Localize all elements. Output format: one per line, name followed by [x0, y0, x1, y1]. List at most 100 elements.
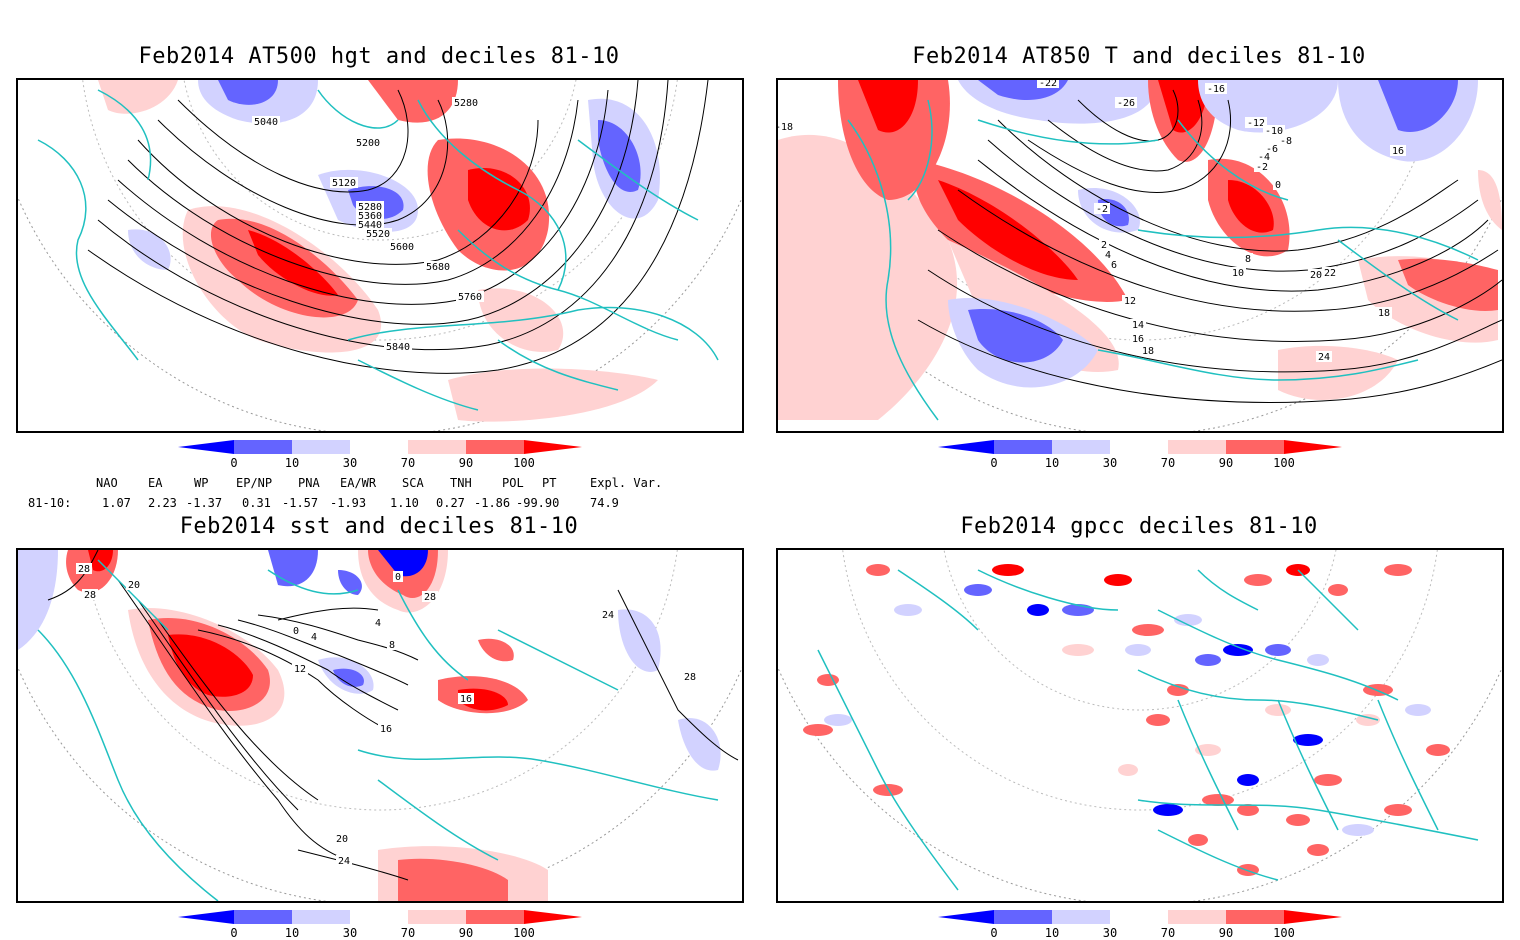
colorbar-tick-label: 30 — [343, 456, 357, 468]
contour-label-bg — [422, 591, 438, 602]
colorbar-tick-label: 0 — [230, 926, 237, 938]
contour-label-bg — [1230, 267, 1246, 278]
panel-title-gpcc: Feb2014 gpcc deciles 81-10 — [960, 514, 1318, 539]
contour-label: 8 — [389, 640, 395, 651]
contour-label: 12 — [294, 664, 306, 675]
index-value-epnp: 0.31 — [242, 496, 271, 510]
contour-label: -12 — [1247, 118, 1265, 129]
contour-label: 0 — [293, 626, 299, 637]
contour-label: -2 — [1256, 162, 1268, 173]
colorbar-tick-label: 30 — [1103, 456, 1117, 468]
contour-label-bg — [356, 210, 384, 221]
contour-label-bg — [82, 589, 98, 600]
precip-anomaly-patch — [1265, 644, 1291, 656]
contour-label-bg — [291, 625, 301, 636]
contour-label-bg — [334, 833, 350, 844]
contour-label: 4 — [311, 632, 317, 643]
precip-anomaly-patch — [1307, 844, 1329, 856]
colorbar-swatch — [292, 440, 350, 454]
contour-label: 12 — [1124, 296, 1136, 307]
contour-label: 5680 — [426, 262, 450, 273]
contour-label-bg — [1376, 307, 1392, 318]
colorbar-swatch — [938, 440, 994, 454]
colorbar-swatch — [524, 440, 582, 454]
contour-label-bg — [1103, 249, 1113, 260]
colorbar-swatch — [994, 910, 1052, 924]
contour-label-bg — [356, 201, 384, 212]
index-value-eawr: -1.93 — [330, 496, 367, 510]
index-header-nao: NAO — [96, 476, 118, 490]
precip-anomaly-patch — [1356, 714, 1380, 726]
contour-label: 16 — [1132, 334, 1144, 345]
precip-anomaly-patch — [1307, 654, 1329, 666]
precip-anomaly-patch — [1286, 814, 1310, 826]
contour-label-bg — [1037, 80, 1059, 88]
colorbar-swatch — [524, 910, 582, 924]
precip-anomaly-patch — [1405, 704, 1431, 716]
map-t850: -22-26-16-18-12-10-8-6-4-202468101214161… — [778, 80, 1502, 431]
contour-label-bg — [364, 228, 392, 239]
precip-anomaly-patch — [894, 604, 922, 616]
colorbar-tick-label: 0 — [990, 926, 997, 938]
colorbar-swatches: 0 10 30 70 90 100 — [938, 440, 1342, 468]
contour-label-bg — [424, 261, 452, 272]
colorbar-swatches: 0 10 30 70 90 100 — [178, 440, 582, 468]
index-header-sca: SCA — [402, 476, 424, 490]
precip-anomaly-patch — [1027, 604, 1049, 616]
contour-label: 5360 — [358, 211, 382, 222]
contour-label-bg — [384, 341, 412, 352]
contour-label-bg — [393, 571, 403, 582]
index-header-epnp: EP/NP — [236, 476, 273, 490]
index-value-pna: -1.57 — [282, 496, 319, 510]
map-hgt500: 5040512052005280528053605440552056005680… — [18, 80, 742, 431]
index-header-eawr: EA/WR — [340, 476, 377, 490]
precip-anomaly-patch — [1167, 684, 1189, 696]
colorbar-swatch — [1168, 440, 1226, 454]
contour-label-bg — [1278, 135, 1294, 146]
colorbar-tick-label: 10 — [1045, 926, 1059, 938]
contour-label: -22 — [1039, 80, 1057, 89]
contour-label-bg — [1122, 295, 1138, 306]
precip-anomaly-patch — [817, 674, 839, 686]
contour-label: 10 — [1232, 268, 1244, 279]
colorbar-tick-label: 10 — [285, 456, 299, 468]
colorbar-swatch — [1226, 910, 1284, 924]
contour-label: -18 — [778, 122, 793, 133]
colorbar-swatch — [1110, 910, 1168, 924]
contour-label: 5520 — [366, 229, 390, 240]
precip-anomaly-patch — [1293, 734, 1323, 746]
precip-anomaly-patch — [1174, 614, 1202, 626]
contour-label-bg — [388, 241, 416, 252]
colorbar-tick-label: 70 — [401, 926, 415, 938]
index-header-wp: WP — [194, 476, 209, 490]
contour-label: 22 — [1324, 268, 1336, 279]
contour-label: 28 — [684, 672, 696, 683]
precip-anomaly-patch — [1118, 764, 1138, 776]
precip-anomaly-patch — [1188, 834, 1208, 846]
colorbar-swatch — [350, 910, 408, 924]
colorbar-tick-label: 90 — [459, 926, 473, 938]
contour-label: 18 — [1142, 346, 1154, 357]
contour-label-bg — [1254, 161, 1270, 172]
contour-label: -2 — [1096, 204, 1108, 215]
colorbar-hgt500: 0 10 30 70 90 100 — [176, 440, 586, 468]
contour-label-bg — [1140, 345, 1156, 356]
panel-title-hgt500: Feb2014 AT500 hgt and deciles 81-10 — [138, 44, 620, 69]
contour-label-bg — [252, 116, 280, 127]
contour-label: 5200 — [356, 138, 380, 149]
contour-label-bg — [356, 219, 384, 230]
contour-label: 0 — [395, 572, 401, 583]
colorbar-gpcc: 0 10 30 70 90 100 — [936, 910, 1346, 938]
panel-title-sst: Feb2014 sst and deciles 81-10 — [179, 514, 579, 539]
contour-label: 5040 — [254, 117, 278, 128]
contour-label-bg — [354, 137, 382, 148]
contour-label-bg — [1243, 253, 1253, 264]
precip-anomaly-patch — [1314, 774, 1342, 786]
contour-label-bg — [1115, 97, 1137, 108]
index-header-ea: EA — [148, 476, 163, 490]
contour-label-bg — [373, 617, 383, 628]
contour-label-bg — [1256, 151, 1272, 162]
contour-label: -4 — [1258, 152, 1270, 163]
contour-label: 0 — [1275, 180, 1281, 191]
